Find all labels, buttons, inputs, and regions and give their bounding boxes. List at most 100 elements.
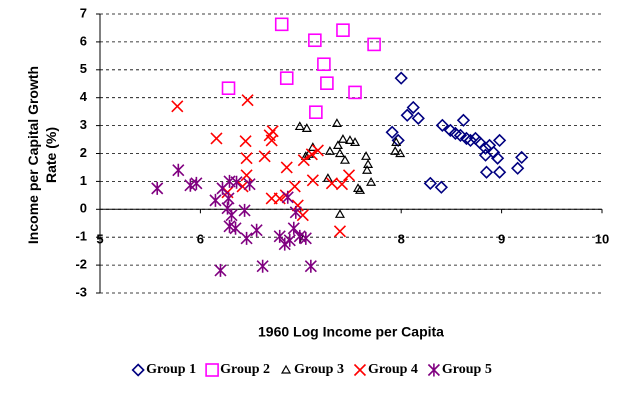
point (361, 151, 372, 160)
point (366, 177, 377, 186)
point (209, 193, 222, 207)
point (492, 133, 507, 148)
point (332, 140, 343, 150)
point (349, 137, 361, 146)
x-tick-label: 10 (595, 232, 609, 247)
point (172, 163, 185, 177)
point (337, 134, 349, 143)
point (390, 146, 401, 155)
point (311, 144, 324, 157)
point (301, 123, 312, 132)
x-tick-label: 7 (297, 232, 304, 247)
legend-marker (280, 364, 292, 374)
point (243, 177, 256, 191)
point (229, 221, 242, 235)
point (352, 183, 364, 192)
point (333, 225, 347, 238)
point (362, 165, 373, 174)
point (287, 221, 300, 235)
legend-label: Group 4 (368, 362, 418, 377)
point (391, 137, 402, 146)
point (241, 94, 254, 107)
point (490, 151, 505, 165)
point (339, 154, 351, 164)
point (258, 150, 271, 163)
y-tick-label: -2 (75, 257, 87, 272)
point (348, 85, 362, 100)
point (210, 132, 223, 145)
point (472, 135, 487, 149)
point (395, 148, 406, 158)
x-tick-label: 6 (197, 232, 204, 247)
point (283, 233, 296, 247)
point (240, 231, 253, 245)
point (363, 159, 374, 168)
y-tick-label: 5 (80, 61, 87, 76)
y-tick-label: -3 (75, 284, 87, 299)
point (305, 148, 318, 161)
y-tick-label: 6 (80, 33, 87, 48)
point (309, 105, 323, 120)
point (304, 259, 317, 273)
point (223, 174, 236, 188)
point (294, 121, 305, 131)
point (250, 223, 263, 237)
point (297, 154, 310, 167)
point (435, 118, 449, 132)
legend-label: Group 1 (146, 362, 196, 377)
point (236, 180, 249, 193)
point (459, 131, 474, 146)
point (225, 208, 238, 222)
point (334, 209, 345, 218)
point (456, 113, 471, 127)
legend-marker (427, 363, 440, 377)
point (238, 203, 251, 217)
legend-marker (353, 363, 367, 377)
y-tick-label: 4 (80, 89, 88, 104)
point (367, 37, 381, 52)
legend-label: Group 2 (220, 362, 270, 377)
y-tick-label: 2 (80, 145, 87, 160)
point (308, 33, 322, 48)
point (355, 185, 366, 194)
point (335, 178, 349, 191)
point (492, 165, 507, 179)
x-tick-label: 9 (498, 232, 505, 247)
point (256, 259, 269, 273)
point (478, 148, 493, 162)
point (265, 134, 278, 147)
point (334, 148, 345, 158)
point (280, 161, 293, 174)
legend-marker (131, 363, 145, 377)
point (325, 177, 338, 190)
point (222, 191, 235, 205)
point (342, 169, 356, 182)
point (306, 174, 319, 187)
legend-label: Group 5 (442, 362, 492, 377)
y-tick-label: -1 (75, 229, 87, 244)
point (515, 150, 529, 165)
point (274, 17, 289, 32)
legend-marker (205, 363, 219, 377)
point (296, 209, 309, 222)
point (394, 71, 408, 85)
point (423, 176, 437, 190)
y-tick-label: 7 (80, 5, 87, 20)
point (288, 180, 301, 193)
point (385, 125, 399, 139)
point (240, 152, 253, 165)
point (331, 118, 342, 127)
legend: Group 1 Group 2 Group 3 Group 4 Group 5 (131, 362, 492, 377)
y-tick-label: 3 (80, 117, 87, 132)
point (221, 81, 236, 96)
point (322, 173, 333, 182)
y-tick-label: 1 (80, 173, 87, 188)
point (214, 263, 227, 277)
point (291, 199, 304, 212)
x-axis-title: 1960 Log Income per Capita (258, 324, 444, 340)
x-tick-label: 8 (398, 232, 405, 247)
point (479, 165, 494, 179)
point (190, 176, 203, 190)
